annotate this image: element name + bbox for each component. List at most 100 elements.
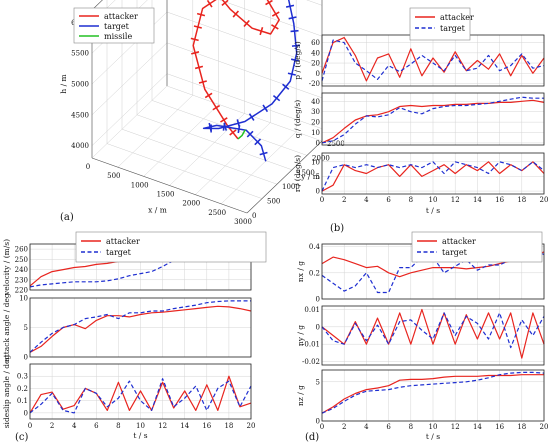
y-axis-label: attack angle / deg [2,293,11,362]
x-tick-label: 4 [72,422,77,430]
y-tick-label: 0.2 [17,385,28,393]
y-tick-label: 0 [24,409,28,417]
aircraft-marker-attacker [193,25,202,29]
x-tick-label: 18 [517,423,526,431]
aircraft-marker-attacker [259,27,264,36]
axes-box [321,305,545,366]
aircraft-marker-target [290,29,299,33]
aircraft-marker-target [288,16,297,20]
aircraft-marker-target [222,122,226,131]
aircraft-marker-attacker [271,11,280,17]
series-line-attacker [321,161,545,192]
x-tick-label: 10 [429,423,438,431]
aircraft-marker-target [291,44,301,47]
y-tick-label: 40 [311,49,320,57]
x-tick-label: 16 [202,422,211,430]
y-tick-label: 5 [316,173,320,181]
series-line-target [321,371,545,414]
series-line-target [321,161,545,192]
x-axis-label: t / s [426,206,440,215]
aircraft-marker-target [290,58,300,62]
y-axis-label: r / (deg/s) [293,155,302,192]
y-axis-label: sideslip angle / deg [2,355,11,429]
x-tick-label: 20 [247,422,256,430]
y-tick-label: 0 [316,323,320,331]
aircraft-marker-target [248,113,255,121]
legend-label-target: target [104,22,130,31]
grid-line-3d [220,131,297,205]
series-line-attacker [29,305,252,353]
legend-label-missile: missile [104,32,132,41]
x-tick-label: 14 [180,422,189,430]
y-tick-label: 1500 [297,169,315,177]
x-tick-label: 12 [451,196,460,204]
axis-edge [246,140,323,214]
series-line-attacker [321,36,545,82]
y-axis-label: q / (deg/s) [293,100,302,138]
x-tick-label: 8 [116,422,120,430]
x-tick-label: 500 [107,172,120,180]
panel-label: (d) [305,432,319,443]
y-axis-label: velocity / (m/s) [2,239,11,296]
y-tick-label: 10 [311,158,320,166]
y-tick-label: -20 [309,80,320,88]
x-tick-label: 16 [495,196,504,204]
y-tick-label: 2500 [327,140,345,148]
axes-box [321,152,545,195]
x-tick-label: 0 [86,163,90,171]
y-tick-label: 20 [311,119,320,127]
panel-label: (b) [330,223,344,234]
legend-label-target: target [106,248,132,257]
grid-line-3d [195,122,271,195]
x-tick-label: 2000 [182,200,200,208]
panel-label: (c) [15,432,29,443]
y-tick-label: 500 [267,198,280,206]
x-tick-label: 6 [94,422,99,430]
legend-label-attacker: attacker [106,237,140,246]
x-tick-label: 18 [517,196,526,204]
aircraft-marker-attacker [196,12,206,17]
y-tick-label: 5 [316,378,320,386]
y-tick-label: 0.2 [309,269,320,277]
aircraft-marker-attacker [190,37,199,42]
aircraft-marker-target [246,130,254,138]
x-tick-label: 4 [364,423,369,431]
x-tick-label: 12 [451,423,460,431]
aircraft-marker-attacker [204,92,213,99]
y-axis-label: nx / g [296,261,305,282]
aircraft-marker-target [262,104,269,113]
y-tick-label: 0 [316,139,320,147]
aircraft-marker-target [282,83,290,90]
trajectory-target [202,0,298,162]
y-axis-label: y / m [300,172,320,181]
x-tick-label: 4 [364,196,369,204]
x-tick-label: 2 [342,196,346,204]
x-axis-label: t / s [133,431,147,440]
x-tick-label: 14 [473,196,482,204]
aircraft-marker-target [287,72,296,76]
aircraft-marker-attacker [212,104,221,111]
x-tick-label: 8 [409,196,413,204]
series-line-target [29,300,251,353]
z-tick-label: 5500 [71,50,89,58]
legend-box [411,231,543,263]
series-line-target [321,39,545,82]
y-tick-label: 0 [252,212,256,220]
y-tick-label: 260 [15,246,28,254]
aircraft-marker-attacker [206,0,213,8]
y-tick-label: 60 [311,39,320,47]
axes-box [321,369,545,422]
legend-label-attacker: attacker [440,13,474,22]
aircraft-marker-attacker [191,51,200,55]
aircraft-marker-attacker [229,129,237,136]
series-line-target [29,378,252,414]
x-tick-label: 14 [473,423,482,431]
grid-line-3d [117,94,194,168]
x-tick-label: 20 [540,196,549,204]
aircraft-marker-target [285,4,295,8]
x-axis-label: t / s [426,432,440,441]
z-axis-label: h / m [59,74,68,93]
y-tick-label: 10 [19,295,28,303]
aircraft-marker-attacker [271,24,279,30]
x-tick-label: 0 [320,196,324,204]
